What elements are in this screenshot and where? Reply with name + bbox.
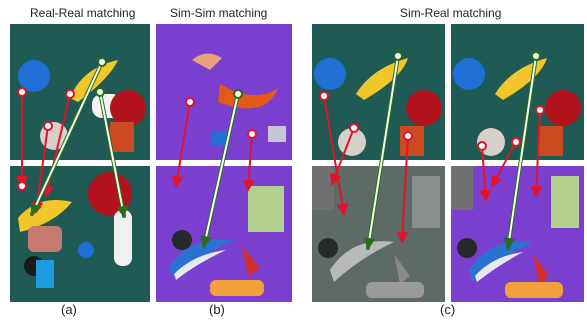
matches-c2 [477,51,545,250]
panel-c2-bottom-scene [451,166,579,298]
match-a-1-point [17,181,27,191]
match-c2-3-point [535,105,545,115]
match-c1-3-point [403,131,413,141]
match-a-green-2-point [95,87,105,97]
match-c1-green-1 [363,55,399,250]
panel-b-top [156,24,292,160]
title-sim-sim: Sim-Sim matching [170,6,268,20]
match-b-green-1 [200,93,239,248]
match-c2-2-point [511,137,521,147]
panel-c1-bottom-scene [312,166,440,298]
match-a-1-point [17,87,27,97]
match-a-green-2 [99,91,128,218]
match-a-3 [42,93,71,198]
match-a-3-point [65,89,75,99]
match-a-2-point [43,121,53,131]
match-b-2 [242,133,255,192]
match-c1-1-point [319,91,329,101]
match-c1-green-1-point [393,51,403,61]
match-c2-1-point [477,141,487,151]
panel-a-top [10,24,150,160]
match-c2-green-1 [503,55,537,250]
panel-b-top-scene [192,53,286,146]
matches-b [171,89,257,248]
title-sim-real: Sim-Real matching [400,6,502,20]
caption-b: (b) [209,302,225,317]
caption-a: (a) [61,302,77,317]
panel-b-bottom-scene [168,186,284,296]
matches-c1 [319,51,413,250]
match-c2-1 [479,145,492,202]
panel-c1-top [312,24,445,160]
matches-a [16,57,128,218]
caption-c: (c) [440,302,456,317]
match-c1-1 [323,95,349,216]
title-real-real: Real-Real matching [30,6,136,20]
match-c2-2 [491,141,517,188]
match-b-1-point [185,97,195,107]
match-c1-3 [396,135,409,244]
match-b-2-point [247,129,257,139]
match-a-green-1 [30,61,103,216]
match-c1-2 [330,127,355,186]
match-c2-3 [530,109,543,198]
match-c2-green-1-point [531,51,541,61]
match-c1-2-point [349,123,359,133]
panel-b-bottom [156,166,292,302]
match-b-green-1-point [233,89,243,99]
match-b-1 [171,101,191,188]
match-a-green-1-point [97,57,107,67]
